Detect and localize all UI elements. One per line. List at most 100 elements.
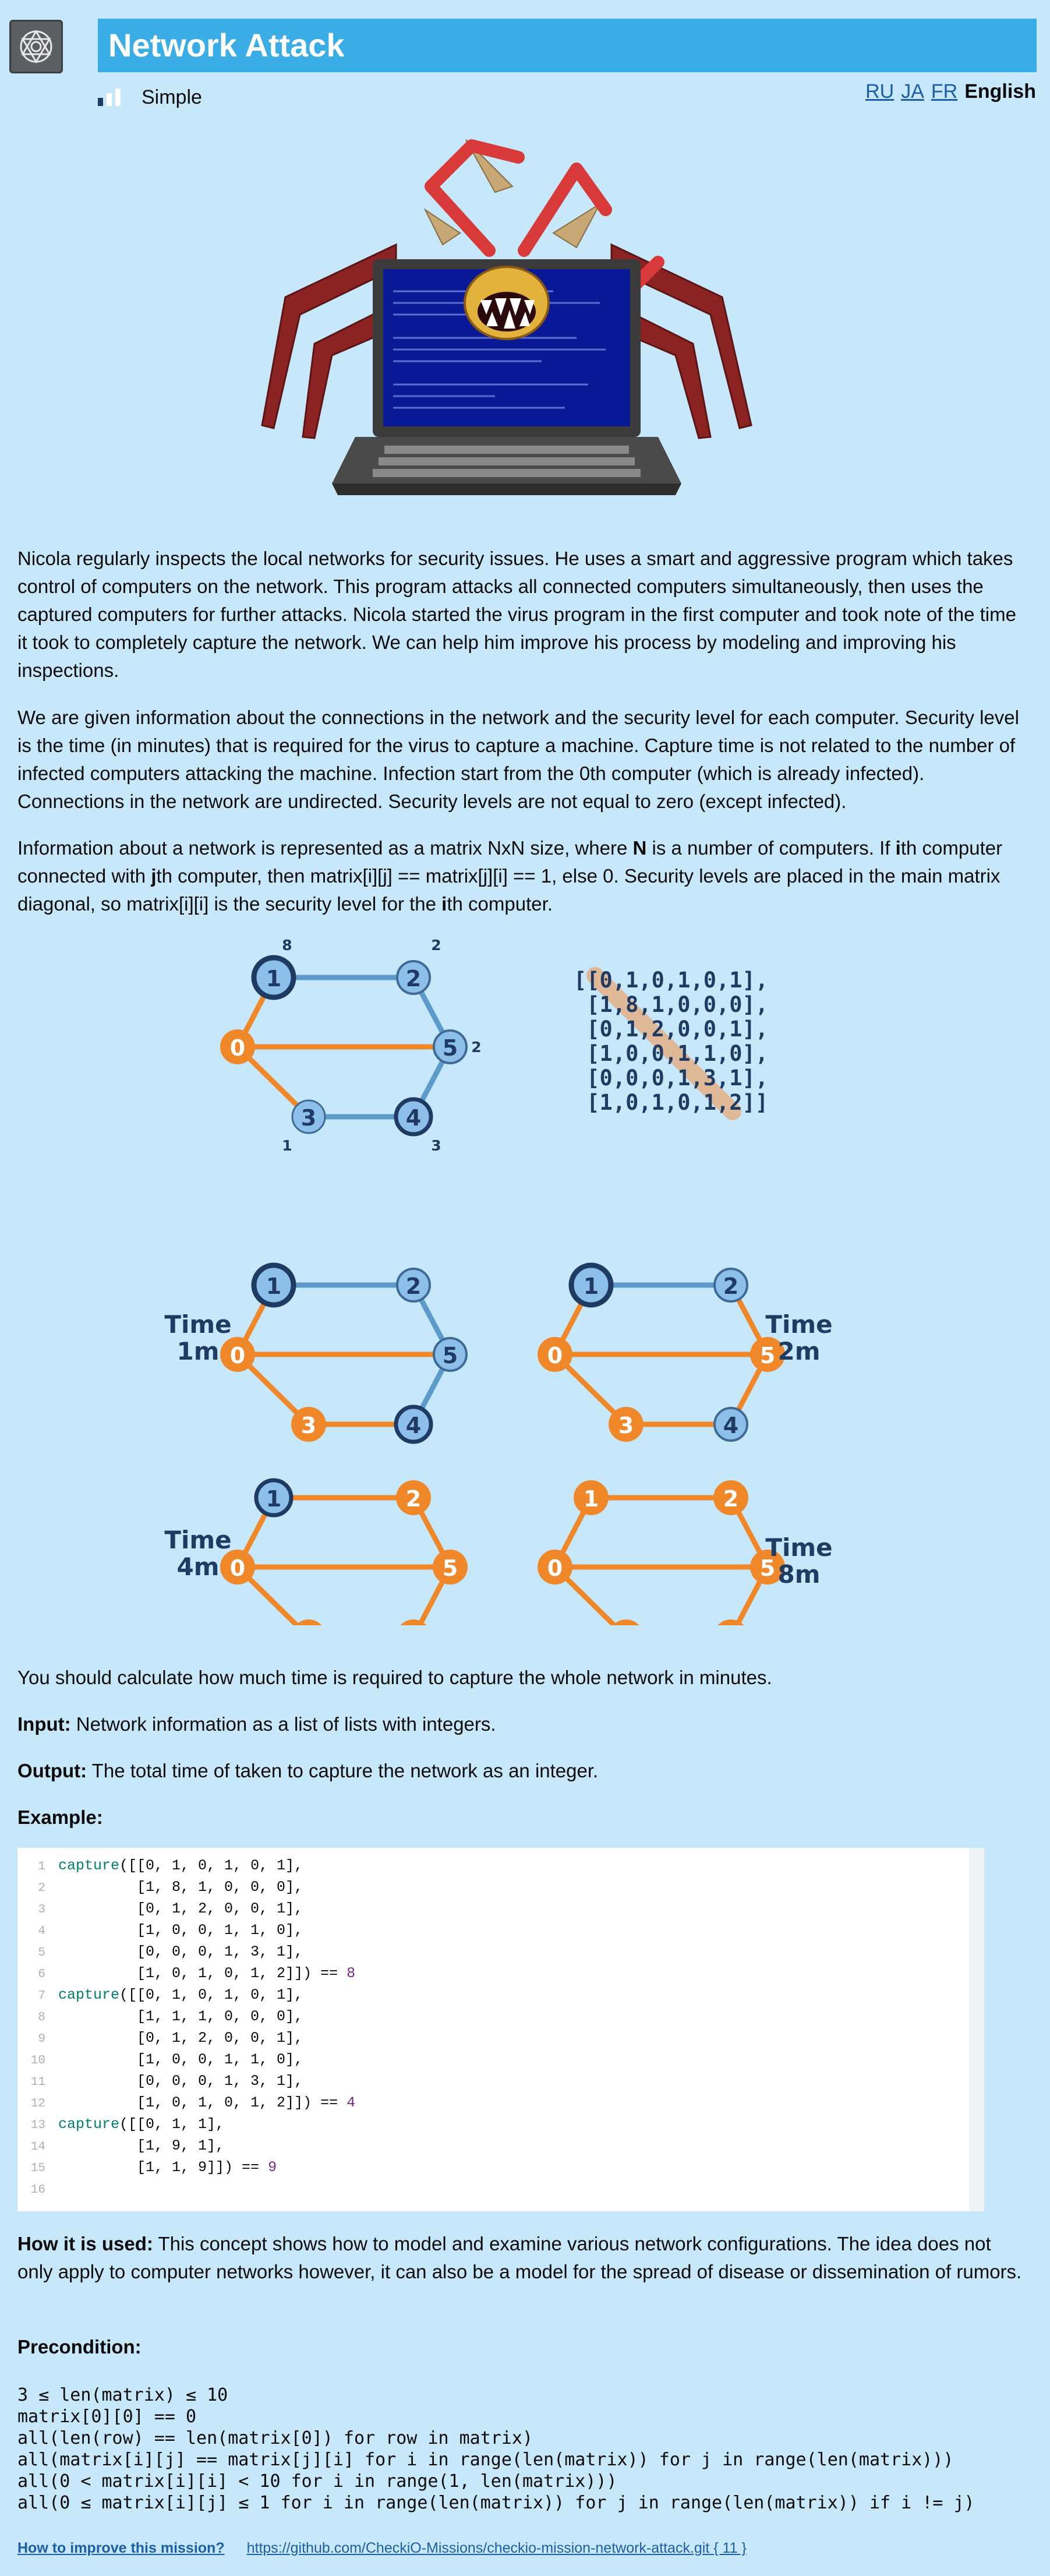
adjacency-matrix: [[0,1,0,1,0,1], [1,8,1,0,0,0], [0,1,2,0,…: [574, 967, 768, 1120]
line-number: 3: [38, 1903, 45, 1917]
svg-text:2: 2: [723, 1273, 738, 1299]
line-number: 10: [30, 2054, 45, 2067]
code-line: 5 [0, 0, 0, 1, 3, 1],: [17, 1942, 303, 1962]
precondition-list: 3 ≤ len(matrix) ≤ 10 matrix[0][0] == 0 all…: [17, 2384, 975, 2514]
output-description: Output: The total time of taken to captu…: [17, 1760, 599, 1781]
language-link-fr[interactable]: FR: [931, 80, 958, 103]
code-text: [0, 0, 0, 1, 3, 1],: [58, 1943, 303, 1960]
line-number: 5: [38, 1946, 45, 1960]
svg-text:0: 0: [547, 1343, 563, 1368]
code-line: 9 [0, 1, 2, 0, 0, 1],: [17, 2028, 303, 2048]
line-number: 15: [30, 2162, 45, 2175]
language-current: English: [964, 80, 1036, 103]
time-label-word: Time: [164, 1526, 231, 1554]
svg-text:1: 1: [584, 1486, 599, 1512]
footer: How to improve this mission? https://git…: [17, 2540, 747, 2557]
difficulty-indicator: Simple: [98, 84, 202, 110]
line-number: 9: [38, 2032, 45, 2046]
code-text: [1, 9, 1],: [58, 2137, 225, 2154]
description-paragraph-3: Information about a network is represent…: [17, 837, 1003, 915]
matrix-row-6: [1,0,1,0,1,2]]: [574, 1090, 768, 1115]
line-number: 7: [38, 1989, 45, 2003]
code-result: 9: [268, 2159, 277, 2176]
example-heading: Example:: [17, 1806, 103, 1828]
precondition-line: all(len(row) == len(matrix[0]) for row i…: [17, 2428, 533, 2448]
precondition-heading: Precondition:: [17, 2336, 142, 2358]
description-paragraph-2: We are given information about the conne…: [17, 707, 1019, 812]
description-paragraph-1: Nicola regularly inspects the local netw…: [17, 548, 1016, 681]
main-network: 1 2 0 5 3 4 8 2 2 1 3: [220, 937, 482, 1154]
matrix-row-1: [[0,1,0,1,0,1],: [574, 968, 768, 993]
code-line: 13 capture([[0, 1, 1],: [17, 2115, 224, 2134]
code-text: [1, 0, 1, 0, 1, 2]]) ==: [58, 2094, 347, 2111]
security-label-1: 8: [282, 937, 292, 954]
svg-text:0: 0: [547, 1555, 563, 1581]
svg-text:0: 0: [230, 1555, 245, 1581]
example-code-block[interactable]: 1 capture([[0, 1, 0, 1, 0, 1], 2 [1, 8, 1,…: [17, 1848, 984, 2211]
language-link-ru[interactable]: RU: [865, 80, 895, 103]
code-text: [1, 8, 1, 0, 0, 0],: [58, 1879, 303, 1896]
code-line: 11 [0, 0, 0, 1, 3, 1],: [17, 2072, 303, 2091]
matrix-row-5: [0,0,0,1,3,1],: [574, 1065, 768, 1091]
svg-text:3: 3: [618, 1413, 634, 1438]
time-label-word: Time: [164, 1310, 231, 1339]
code-text: ([[0, 1, 0, 1, 0, 1],: [119, 1857, 303, 1874]
main-node-3: 3: [291, 1099, 326, 1134]
code-line: 4 [1, 0, 0, 1, 1, 0],: [17, 1921, 303, 1940]
difficulty-label: Simple: [142, 86, 202, 108]
mission-title: Network Attack: [108, 27, 345, 63]
security-label-2: 2: [431, 937, 441, 954]
code-text: [1, 0, 1, 0, 1, 2]]) ==: [58, 1965, 347, 1982]
main-node-5: 5: [433, 1029, 468, 1064]
svg-text:5: 5: [443, 1035, 458, 1061]
code-function-name: capture: [58, 2116, 120, 2133]
code-text: ([[0, 1, 0, 1, 0, 1],: [119, 1986, 303, 2003]
code-line: 12 [1, 0, 1, 0, 1, 2]]) == 4: [17, 2093, 355, 2113]
precondition-line: all(matrix[i][j] == matrix[j][i] for i i…: [17, 2450, 954, 2470]
virus-laptop-illustration: [261, 139, 752, 495]
svg-text:5: 5: [443, 1343, 458, 1368]
code-text: [0, 0, 0, 1, 3, 1],: [58, 2073, 303, 2090]
time-label-value: 2m: [778, 1337, 821, 1365]
line-number: 13: [30, 2119, 45, 2132]
main-node-2: 2: [396, 960, 431, 995]
svg-text:3: 3: [301, 1413, 316, 1438]
svg-text:4: 4: [723, 1413, 738, 1438]
line-number: 16: [30, 2183, 45, 2197]
precondition-line: all(0 ≤ matrix[i][j] ≤ 1 for i in range(…: [17, 2493, 975, 2513]
network-diagram: .edge-b { stroke: #5c9acb; stroke-width:…: [164, 937, 833, 1625]
svg-text:2: 2: [406, 1486, 421, 1512]
precondition-line: 3 ≤ len(matrix) ≤ 10: [17, 2385, 228, 2405]
code-text: [0, 1, 2, 0, 0, 1],: [58, 2030, 303, 2046]
code-result: 4: [347, 2094, 356, 2111]
code-line: 1 capture([[0, 1, 0, 1, 0, 1],: [17, 1856, 303, 1876]
difficulty-bars-icon: [98, 89, 121, 106]
line-number: 6: [38, 1968, 45, 1981]
line-number: 11: [30, 2076, 45, 2089]
line-number: 12: [30, 2097, 45, 2111]
network-time-2m: 1 2 0 5 3 4 Time 2m: [538, 1262, 833, 1442]
line-number: 8: [38, 2011, 45, 2024]
security-label-3: 1: [282, 1137, 292, 1154]
svg-text:1: 1: [584, 1273, 599, 1299]
matrix-row-2: [1,8,1,0,0,0],: [574, 992, 768, 1017]
svg-text:0: 0: [230, 1035, 245, 1061]
line-number: 2: [38, 1882, 45, 1895]
code-line: 10 [1, 0, 0, 1, 1, 0],: [17, 2050, 303, 2070]
repository-link[interactable]: https://github.com/CheckiO-Missions/chec…: [246, 2540, 747, 2556]
language-link-ja[interactable]: JA: [901, 80, 924, 103]
language-switcher: RU JA FR English: [865, 80, 1036, 103]
security-label-4: 3: [431, 1137, 441, 1154]
svg-text:1: 1: [266, 1486, 281, 1512]
svg-text:5: 5: [760, 1555, 775, 1581]
line-number: 1: [38, 1860, 45, 1873]
network-time-8m: 1 2 0 5 3 4 Time 8m: [538, 1480, 833, 1625]
svg-text:1: 1: [266, 1273, 281, 1299]
checkio-logo[interactable]: [9, 20, 63, 73]
how-to-improve-link[interactable]: How to improve this mission?: [17, 2540, 225, 2556]
code-line: 15 [1, 1, 9]]) == 9: [17, 2158, 277, 2178]
code-text: [1, 1, 9]]) ==: [58, 2159, 268, 2176]
svg-text:2: 2: [406, 966, 421, 991]
svg-text:4: 4: [406, 1105, 421, 1131]
svg-text:5: 5: [443, 1555, 458, 1581]
